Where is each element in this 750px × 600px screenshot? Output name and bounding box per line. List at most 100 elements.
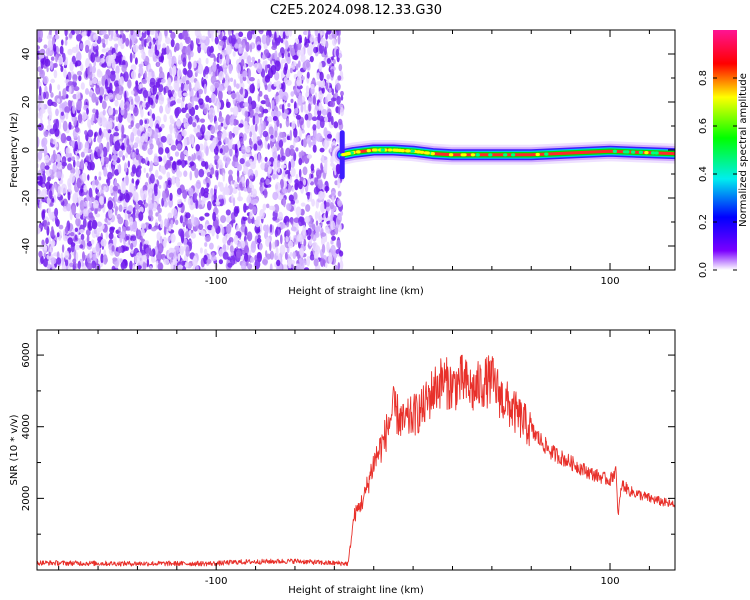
- noise-blob: [320, 256, 325, 267]
- noise-blob: [54, 182, 57, 190]
- noise-blob: [249, 158, 253, 165]
- noise-blob: [118, 204, 123, 212]
- noise-blob: [291, 186, 295, 193]
- noise-blob: [247, 263, 253, 270]
- noise-blob: [313, 258, 319, 267]
- noise-blob: [262, 108, 269, 114]
- noise-blob: [54, 215, 59, 226]
- noise-blob: [149, 185, 152, 197]
- noise-blob: [93, 229, 97, 235]
- noise-blob: [173, 46, 177, 53]
- noise-blob: [45, 91, 49, 100]
- noise-blob: [337, 30, 341, 37]
- noise-blob: [258, 90, 263, 97]
- noise-blob: [117, 36, 123, 46]
- noise-blob: [132, 44, 139, 53]
- noise-blob: [177, 54, 182, 66]
- noise-blob: [142, 30, 145, 33]
- noise-blob: [198, 143, 204, 151]
- noise-blob: [250, 162, 256, 170]
- noise-blob: [319, 147, 325, 153]
- noise-blob: [136, 252, 143, 259]
- noise-blob: [311, 223, 316, 230]
- noise-blob: [284, 109, 289, 114]
- noise-blob: [213, 55, 216, 63]
- noise-blob: [280, 164, 287, 169]
- noise-blob: [276, 160, 281, 169]
- noise-blob: [262, 259, 268, 265]
- noise-blob: [282, 264, 288, 270]
- noise-blob: [146, 172, 149, 178]
- noise-blob: [112, 92, 116, 102]
- colorbar-tick-label: 0.8: [698, 70, 709, 86]
- noise-blob: [85, 229, 91, 236]
- noise-blob: [298, 43, 302, 49]
- noise-blob: [47, 176, 51, 182]
- noise-blob: [116, 213, 122, 220]
- noise-blob: [151, 44, 154, 54]
- noise-blob: [251, 56, 255, 62]
- noise-blob: [163, 155, 167, 165]
- noise-blob: [230, 92, 237, 99]
- noise-blob: [214, 184, 218, 190]
- signal-knot: [397, 148, 402, 152]
- y-tick-label: -40: [21, 238, 32, 254]
- noise-blob: [108, 232, 114, 240]
- noise-blob: [69, 172, 75, 184]
- noise-blob: [187, 102, 193, 109]
- noise-blob: [180, 151, 185, 162]
- noise-blob: [185, 246, 190, 257]
- noise-blob: [96, 231, 100, 237]
- noise-blob: [169, 117, 175, 125]
- noise-blob: [300, 53, 306, 63]
- noise-blob: [193, 97, 200, 102]
- noise-blob: [281, 53, 285, 59]
- colorbar-tick-label: 0.0: [698, 262, 709, 278]
- noise-blob: [173, 80, 179, 91]
- noise-blob: [111, 166, 115, 177]
- noise-blob: [320, 232, 327, 237]
- noise-blob: [94, 113, 97, 125]
- noise-blob: [158, 147, 164, 155]
- y-tick-label: 4000: [21, 414, 32, 439]
- noise-blob: [324, 185, 330, 192]
- noise-blob: [112, 257, 118, 262]
- noise-blob: [234, 143, 238, 154]
- noise-blob: [67, 99, 72, 107]
- noise-blob: [194, 192, 198, 201]
- noise-blob: [243, 165, 249, 175]
- noise-blob: [146, 127, 152, 137]
- noise-blob: [244, 252, 249, 262]
- signal-knot: [366, 149, 371, 153]
- noise-blob: [119, 234, 123, 243]
- noise-blob: [305, 204, 311, 212]
- noise-blob: [238, 94, 241, 102]
- noise-blob: [309, 55, 314, 63]
- noise-blob: [195, 198, 198, 209]
- noise-blob: [331, 235, 336, 241]
- noise-blob: [236, 63, 241, 74]
- noise-blob: [330, 229, 336, 236]
- noise-blob: [124, 90, 127, 102]
- noise-blob: [60, 65, 64, 73]
- noise-blob: [167, 77, 172, 87]
- noise-blob: [97, 80, 102, 87]
- noise-blob: [103, 240, 107, 247]
- noise-blob: [109, 227, 115, 234]
- signal-knot: [475, 153, 480, 157]
- noise-blob: [337, 35, 341, 45]
- noise-blob: [278, 139, 284, 148]
- noise-blob: [119, 103, 123, 108]
- noise-blob: [87, 129, 94, 138]
- noise-blob: [222, 35, 227, 41]
- noise-blob: [314, 251, 319, 261]
- noise-blob: [65, 226, 69, 234]
- noise-blob: [200, 267, 207, 270]
- noise-blob: [47, 118, 51, 126]
- noise-blob: [211, 225, 216, 237]
- noise-blob: [81, 111, 87, 121]
- noise-blob: [159, 235, 163, 245]
- noise-blob: [171, 177, 176, 185]
- noise-blob: [162, 240, 167, 248]
- noise-blob: [327, 133, 332, 139]
